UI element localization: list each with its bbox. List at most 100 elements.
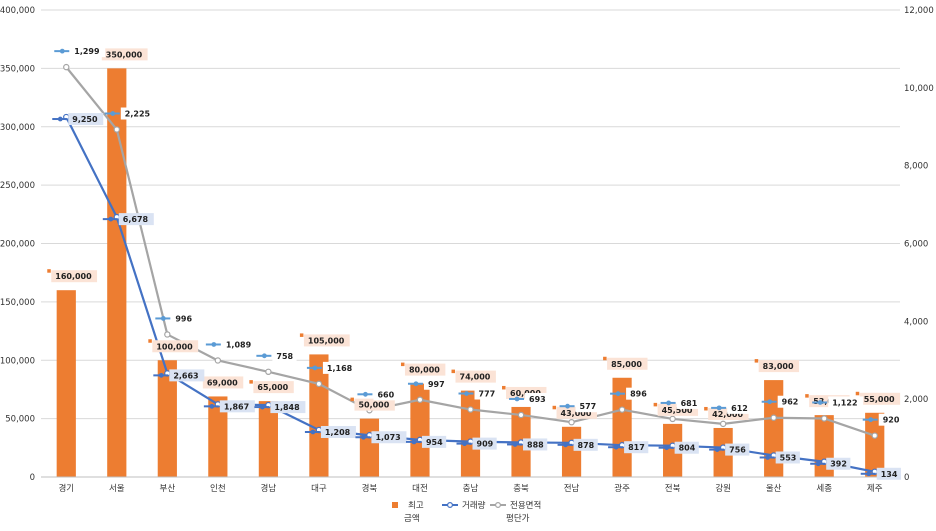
series-point (214, 357, 222, 364)
data-label-marker (47, 269, 51, 273)
bar (865, 412, 885, 477)
legend-label: 금액 (404, 513, 420, 524)
y-left-tick-label: 250,000 (0, 181, 35, 191)
series-point (821, 415, 828, 422)
data-label: 55,000 (864, 395, 895, 404)
data-label-marker (350, 397, 354, 402)
bar (208, 396, 228, 477)
data-label-bg (455, 370, 496, 383)
data-label-marker (765, 455, 771, 460)
x-tick-label: 인천 (210, 483, 226, 494)
data-label: 1,208 (325, 428, 351, 437)
series-point (517, 411, 525, 419)
bar (713, 427, 733, 477)
data-label: 777 (479, 390, 496, 399)
data-label-marker (502, 385, 506, 390)
data-label-bg (777, 395, 802, 408)
y-left-tick-label: 0 (30, 473, 35, 483)
bar (107, 68, 127, 477)
y-right-tick-label: 0 (904, 473, 909, 483)
data-label-marker (754, 359, 759, 363)
legend-label: 전용면적 (510, 500, 541, 511)
data-label: 756 (729, 446, 746, 455)
bar (56, 290, 76, 477)
data-label-marker (259, 404, 265, 410)
data-label-marker (57, 116, 63, 122)
data-label: 6,678 (123, 215, 149, 224)
data-label-marker (666, 400, 672, 406)
data-label: 69,000 (207, 378, 238, 387)
data-label-bg (573, 438, 598, 451)
data-label-bg (303, 334, 350, 347)
data-label-bg (474, 387, 499, 400)
data-label: 1,168 (327, 364, 353, 373)
x-tick-label: 전남 (564, 483, 580, 494)
data-label-bg (523, 438, 548, 451)
data-label-marker (805, 394, 809, 398)
data-label-marker (868, 417, 874, 423)
grid-layer (41, 9, 900, 478)
data-label: 9,250 (72, 115, 98, 124)
data-label-marker (148, 339, 152, 343)
data-label-bg (120, 107, 156, 120)
data-label-bg (219, 400, 255, 413)
y-right-tick-label: 12,000 (904, 6, 934, 16)
data-label-marker (815, 461, 821, 467)
data-label-marker (866, 471, 872, 477)
bar (309, 354, 329, 477)
data-label-marker (603, 356, 607, 361)
data-label: 878 (578, 441, 595, 450)
data-label: 553 (780, 453, 797, 462)
data-label: 43,000 (561, 409, 592, 418)
data-label: 962 (782, 398, 799, 407)
data-label-bg (371, 431, 407, 444)
bar (410, 383, 430, 477)
x-tick-label: 강원 (715, 483, 731, 494)
data-label: 1,122 (832, 398, 857, 407)
data-label-bg (674, 441, 699, 454)
data-label-bg (878, 413, 903, 426)
data-label-marker (855, 391, 860, 396)
data-label-bg (876, 467, 901, 480)
series-point (568, 419, 575, 426)
data-label-marker (451, 369, 455, 374)
data-label-bg (253, 381, 294, 394)
data-label: 997 (428, 380, 445, 389)
series-point (669, 415, 676, 423)
data-label-marker (704, 406, 708, 411)
data-label: 996 (175, 314, 192, 323)
data-label-bg (725, 443, 750, 456)
data-label-bg (607, 357, 648, 370)
data-label: 693 (529, 395, 546, 404)
x-tick-label: 제주 (867, 484, 883, 494)
data-label: 80,000 (409, 366, 440, 375)
data-label-bg (171, 312, 196, 325)
series-point (63, 63, 70, 71)
x-tick-label: 세종 (816, 484, 832, 494)
legend-label: 최고 (408, 500, 424, 511)
data-label-marker (653, 402, 658, 407)
bar (460, 390, 481, 477)
legend-label: 거래량 (462, 500, 486, 511)
data-label-marker (565, 403, 570, 409)
x-tick-label: 광주 (614, 483, 630, 494)
data-label: 954 (426, 438, 443, 447)
data-label-marker (400, 362, 405, 367)
data-label: 758 (276, 352, 293, 361)
data-label-marker (714, 447, 720, 452)
data-label: 160,000 (55, 272, 92, 281)
data-label-bg (202, 376, 244, 389)
data-label-bg (525, 392, 550, 405)
data-label-bg (118, 213, 154, 226)
data-label-bg (169, 369, 205, 382)
data-label-bg (624, 441, 649, 454)
data-label-bg (575, 400, 600, 413)
data-label-bg (68, 113, 104, 126)
data-label: 45,500 (662, 406, 693, 415)
data-label: 804 (679, 444, 696, 453)
data-label-marker (108, 216, 114, 222)
bar (258, 401, 278, 477)
data-label-marker (158, 372, 164, 378)
y-left-tick-label: 100,000 (0, 356, 35, 366)
